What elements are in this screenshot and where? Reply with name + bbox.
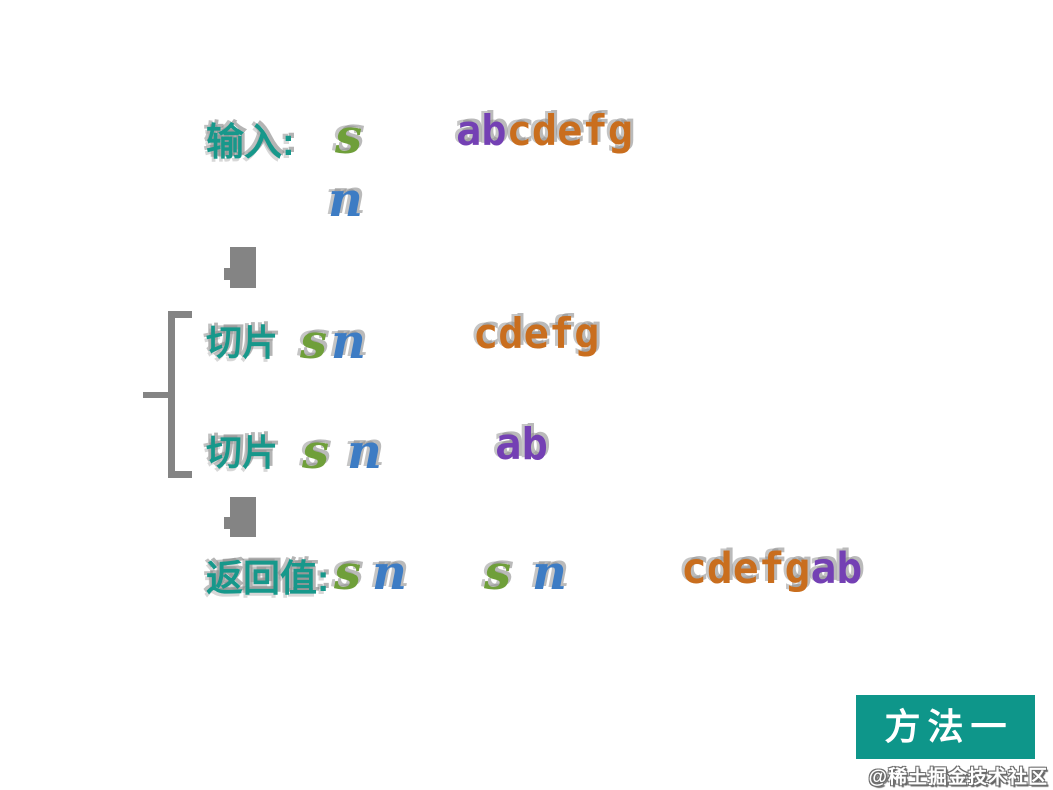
var-n-input: n (328, 172, 363, 228)
var-n1-return: n (372, 545, 407, 601)
var-n2-return: n (532, 545, 567, 601)
var-s-slice1: s (300, 314, 328, 370)
var-s1-return: s (334, 545, 362, 601)
return-string-value: cdefgab (681, 548, 862, 591)
watermark: @稀土掘金技术社区 (868, 767, 1048, 788)
slice1-value: cdefg (473, 309, 600, 358)
return-string-cdefg: cdefg (681, 544, 811, 594)
return-string-ab: ab (810, 544, 863, 594)
slice2-value: ab (495, 419, 548, 470)
var-n-slice1: n (331, 314, 366, 370)
down-arrow-icon (224, 497, 256, 537)
input-string-ab: ab (456, 106, 507, 155)
var-s-input: s (335, 109, 363, 165)
var-s2-return: s (484, 545, 512, 601)
method-badge-label: 方法一 (884, 706, 1014, 747)
input-string-cdefg: cdefg (506, 106, 634, 155)
input-label: 输入: (206, 122, 295, 164)
method-badge: 方法一 (856, 695, 1035, 759)
return-label: 返回值: (206, 558, 330, 599)
down-arrow-icon (224, 247, 256, 288)
slice2-label: 切片 (206, 432, 279, 473)
slice1-label: 切片 (206, 322, 279, 363)
var-s-slice2: s (302, 424, 330, 480)
var-n-slice2: n (347, 424, 382, 480)
input-string-value: abcdefg (456, 110, 633, 152)
